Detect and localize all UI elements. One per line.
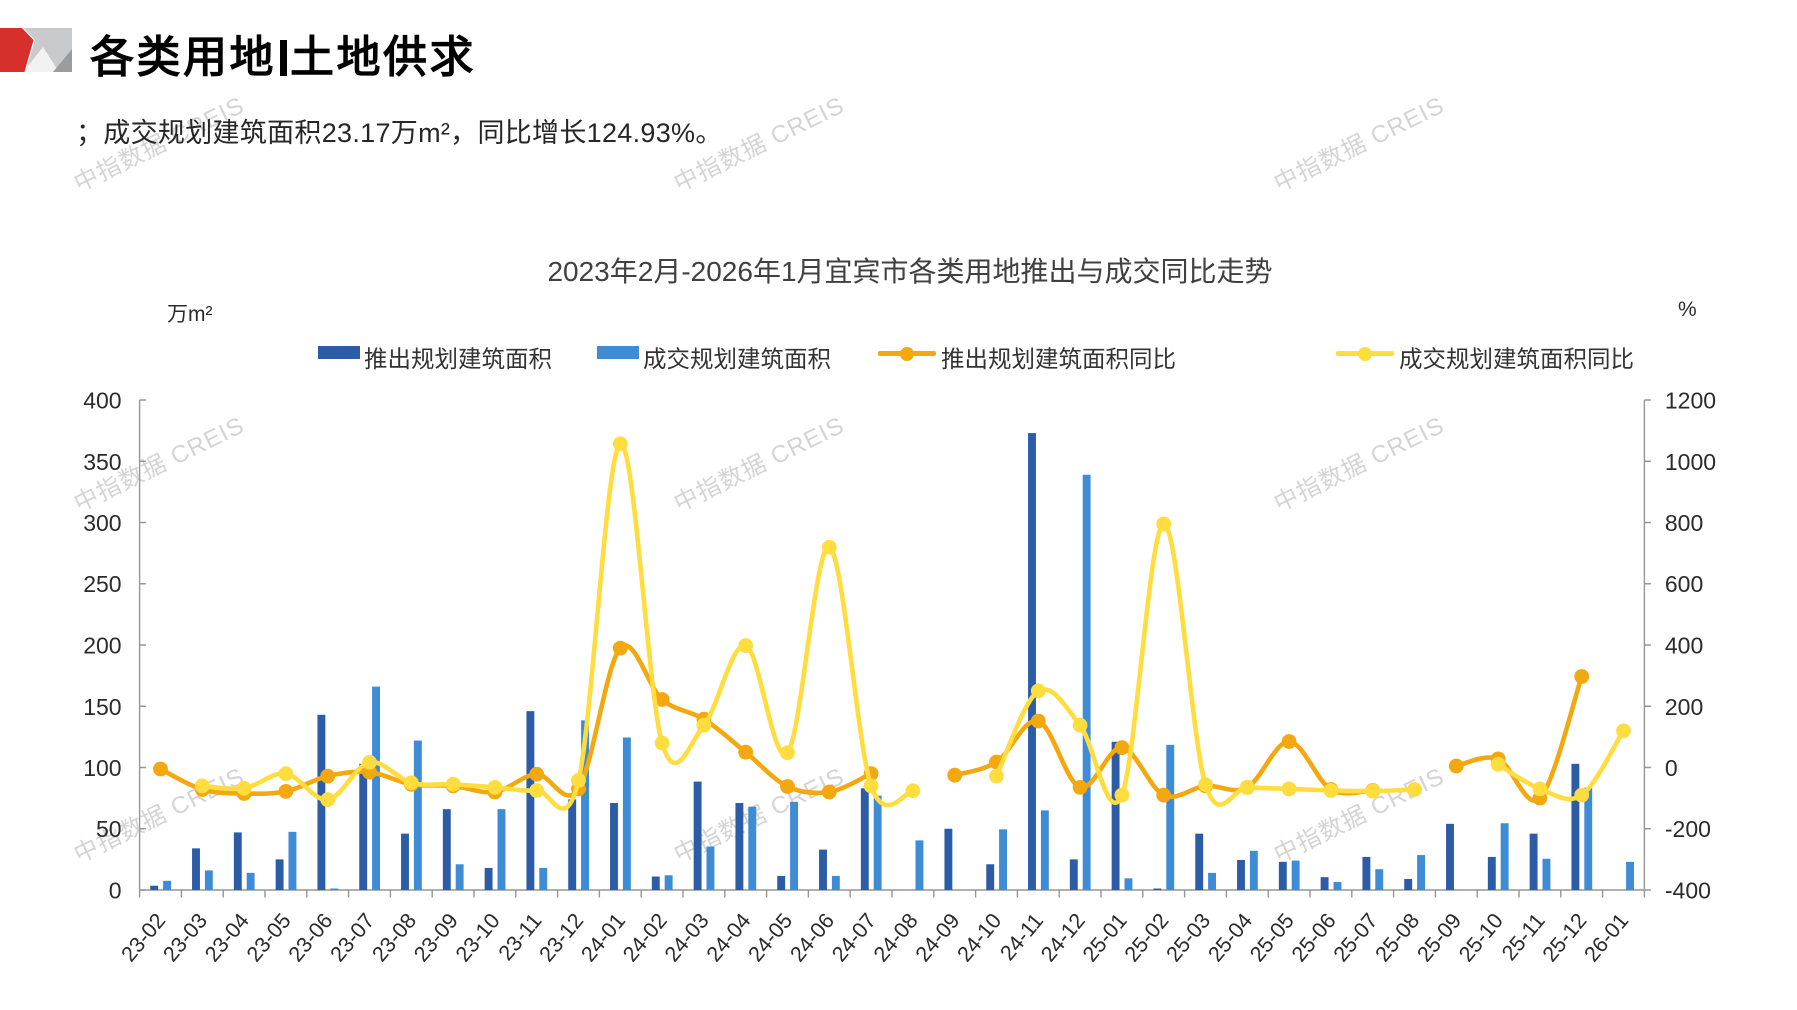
svg-text:25-12: 25-12 (1538, 909, 1592, 967)
svg-text:50: 50 (96, 816, 122, 842)
svg-text:0: 0 (1665, 755, 1678, 781)
svg-text:23-03: 23-03 (158, 909, 212, 967)
svg-text:100: 100 (83, 755, 121, 781)
svg-text:23-08: 23-08 (367, 909, 421, 967)
svg-text:23-11: 23-11 (494, 909, 547, 965)
svg-text:26-01: 26-01 (1580, 909, 1634, 967)
svg-text:23-05: 23-05 (242, 909, 296, 967)
svg-text:25-02: 25-02 (1120, 909, 1174, 967)
svg-text:25-04: 25-04 (1203, 909, 1257, 967)
svg-text:350: 350 (83, 449, 121, 475)
svg-text:25-10: 25-10 (1454, 909, 1508, 967)
svg-text:24-02: 24-02 (618, 909, 672, 967)
svg-text:300: 300 (83, 510, 121, 536)
svg-text:24-12: 24-12 (1036, 909, 1090, 967)
svg-text:24-01: 24-01 (576, 909, 630, 967)
svg-text:25-01: 25-01 (1078, 909, 1132, 967)
svg-text:23-06: 23-06 (284, 909, 338, 967)
svg-text:23-12: 23-12 (535, 909, 589, 967)
svg-text:800: 800 (1665, 510, 1703, 536)
svg-text:23-04: 23-04 (200, 909, 254, 967)
svg-text:150: 150 (83, 694, 121, 720)
svg-text:24-08: 24-08 (869, 909, 923, 967)
svg-text:25-05: 25-05 (1245, 909, 1299, 967)
svg-text:25-08: 25-08 (1371, 909, 1425, 967)
svg-text:25-07: 25-07 (1329, 909, 1383, 967)
svg-text:24-10: 24-10 (953, 909, 1007, 967)
svg-text:23-10: 23-10 (451, 909, 505, 967)
svg-text:24-07: 24-07 (827, 909, 881, 967)
svg-text:25-06: 25-06 (1287, 909, 1341, 967)
svg-text:200: 200 (1665, 694, 1703, 720)
svg-text:25-09: 25-09 (1412, 909, 1466, 967)
svg-text:24-06: 24-06 (785, 909, 839, 967)
svg-text:24-05: 24-05 (744, 909, 798, 967)
svg-text:1000: 1000 (1665, 449, 1716, 475)
svg-text:250: 250 (83, 571, 121, 597)
svg-text:400: 400 (1665, 633, 1703, 659)
svg-text:25-03: 25-03 (1162, 909, 1216, 967)
svg-text:24-03: 24-03 (660, 909, 714, 967)
svg-text:23-07: 23-07 (326, 909, 380, 967)
svg-text:24-11: 24-11 (995, 909, 1048, 965)
svg-text:600: 600 (1665, 571, 1703, 597)
svg-text:-200: -200 (1665, 816, 1711, 842)
svg-text:1200: 1200 (1665, 388, 1716, 414)
svg-text:24-09: 24-09 (911, 909, 965, 967)
svg-text:-400: -400 (1665, 878, 1711, 904)
svg-text:0: 0 (109, 878, 122, 904)
svg-text:25-11: 25-11 (1497, 909, 1550, 965)
svg-text:23-02: 23-02 (117, 909, 171, 967)
svg-text:23-09: 23-09 (409, 909, 463, 967)
svg-text:24-04: 24-04 (702, 909, 756, 967)
svg-text:400: 400 (83, 388, 121, 414)
svg-text:200: 200 (83, 633, 121, 659)
